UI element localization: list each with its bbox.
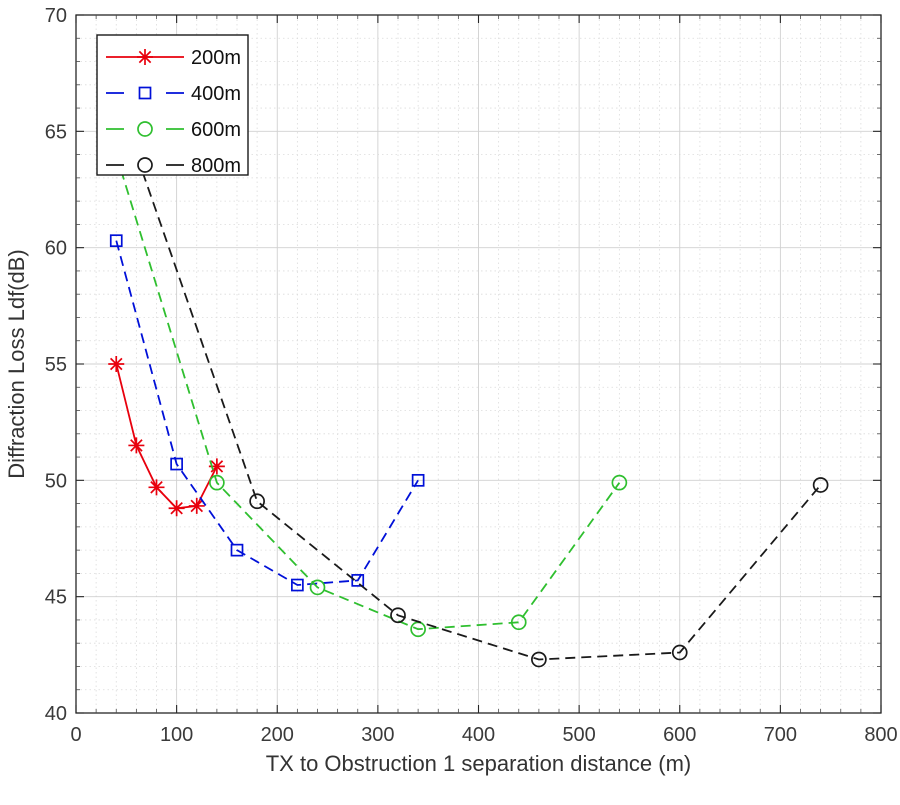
series-200m-marker xyxy=(208,458,225,475)
legend-marker-200m xyxy=(137,49,153,65)
x-tick-label: 600 xyxy=(663,724,696,746)
legend-box xyxy=(96,34,249,176)
legend: 200m 400m 600m 800m xyxy=(96,34,249,177)
series-400m-marker xyxy=(170,457,183,471)
series-600m-marker xyxy=(309,579,326,596)
series-800m-marker xyxy=(531,651,547,668)
legend-label: 600m xyxy=(191,119,241,141)
y-tick-label: 70 xyxy=(45,5,67,27)
series-600m-marker xyxy=(611,474,628,491)
series-400m xyxy=(109,234,425,592)
series-400m-marker xyxy=(411,473,425,487)
legend-marker-600m xyxy=(137,121,153,137)
series-800m-marker xyxy=(671,644,688,661)
y-tick-label: 50 xyxy=(45,470,67,492)
series-800m-marker xyxy=(812,477,829,493)
series-layer xyxy=(108,88,829,668)
series-200m-marker xyxy=(188,497,205,514)
axis-minor-ticks xyxy=(76,15,881,713)
series-600m-marker xyxy=(510,614,527,631)
x-tick-label: 700 xyxy=(764,724,797,746)
x-tick-label: 200 xyxy=(261,724,294,746)
y-tick-label: 55 xyxy=(45,354,67,376)
x-tick-label: 500 xyxy=(562,724,595,746)
legend-item-600m: 600m xyxy=(106,119,241,141)
legend-label: 800m xyxy=(191,155,241,177)
x-tick-label: 300 xyxy=(361,724,394,746)
y-tick-label: 60 xyxy=(45,238,67,260)
series-400m-marker xyxy=(109,234,123,248)
series-600m-line xyxy=(115,154,621,631)
series-800m-marker xyxy=(390,607,406,624)
x-tick-label: 400 xyxy=(462,724,495,746)
series-200m-marker xyxy=(128,437,145,454)
series-400m-marker xyxy=(351,574,365,587)
x-tick-label: 0 xyxy=(70,724,81,746)
series-200m xyxy=(108,356,225,517)
y-tick-label: 65 xyxy=(45,121,67,143)
axis-ticks xyxy=(75,14,882,714)
x-tick-label: 100 xyxy=(160,724,193,746)
series-200m-marker xyxy=(108,356,125,372)
series-800m-marker xyxy=(249,493,265,510)
x-tick-label: 800 xyxy=(864,724,897,746)
series-200m-line xyxy=(115,363,218,510)
series-400m-line xyxy=(115,240,419,586)
legend-item-800m: 800m xyxy=(106,155,241,177)
y-tick-label: 45 xyxy=(45,587,67,609)
y-axis-title: Diffraction Loss Ldf(dB) xyxy=(4,249,29,478)
legend-label: 400m xyxy=(191,83,241,105)
y-tick-label: 40 xyxy=(45,703,67,725)
series-600m-marker xyxy=(209,474,225,491)
legend-marker-400m xyxy=(138,86,152,100)
legend-marker-800m xyxy=(137,157,153,173)
series-200m-marker xyxy=(148,479,165,496)
series-400m-marker xyxy=(230,543,244,557)
legend-item-200m: 200m xyxy=(106,47,241,69)
series-800m-line xyxy=(115,96,822,661)
series-200m-marker xyxy=(168,500,185,517)
x-axis-title: TX to Obstruction 1 separation distance … xyxy=(266,751,692,776)
legend-label: 200m xyxy=(191,47,241,69)
legend-item-400m: 400m xyxy=(106,83,241,105)
series-400m-marker xyxy=(291,578,304,592)
